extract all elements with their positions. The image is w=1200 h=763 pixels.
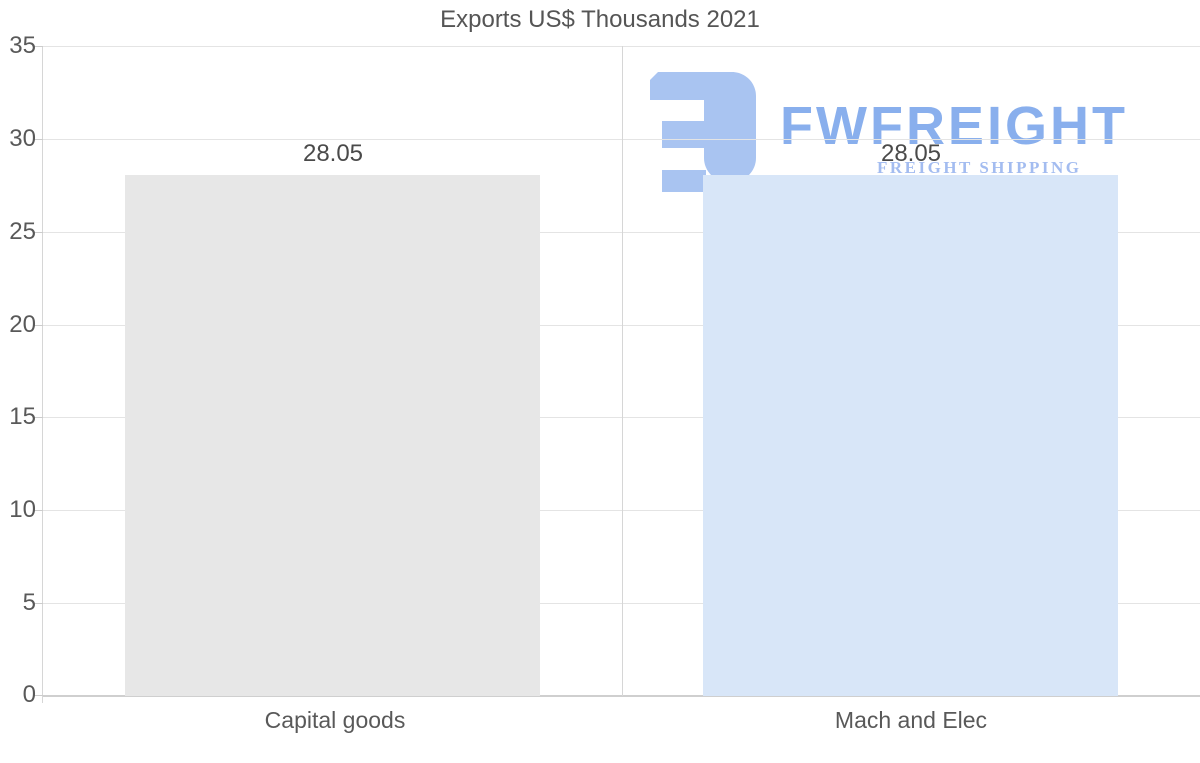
y-tick: [34, 417, 43, 418]
fwfreight-logo-icon: [650, 72, 756, 192]
gridline-25: [42, 232, 1200, 233]
y-tick: [34, 695, 43, 696]
y-tick: [34, 603, 43, 604]
y-tick: [34, 139, 43, 140]
chart-title: Exports US$ Thousands 2021: [440, 6, 760, 33]
watermark-brand-text: FWFREIGHT: [780, 96, 1128, 156]
value-label-capital-goods: 28.05: [302, 140, 364, 167]
y-axis-line: [42, 46, 43, 703]
gridline-10: [42, 510, 1200, 511]
gridline-5: [42, 603, 1200, 604]
y-tick-label: 15: [9, 403, 36, 430]
value-label-mach-and-elec: 28.05: [880, 140, 942, 167]
y-tick-label: 35: [9, 32, 36, 59]
watermark-tagline-text: FREIGHT SHIPPING: [877, 158, 1082, 177]
bar-mach-and-elec: [703, 175, 1118, 696]
gridline-15: [42, 417, 1200, 418]
y-tick-label: 30: [9, 125, 36, 152]
y-tick: [34, 325, 43, 326]
y-tick-label: 0: [22, 681, 36, 708]
y-tick-label: 25: [9, 218, 36, 245]
x-axis-line: [42, 695, 1200, 697]
y-tick: [34, 510, 43, 511]
gridline-30: [42, 139, 1200, 140]
category-divider-gridline: [622, 46, 623, 696]
x-label-mach-and-elec: Mach and Elec: [834, 707, 988, 733]
gridline-35: [42, 46, 1200, 47]
gridline-20: [42, 325, 1200, 326]
y-tick-label: 10: [9, 496, 36, 523]
y-tick-label: 5: [22, 589, 36, 616]
x-label-capital-goods: Capital goods: [264, 707, 406, 733]
y-tick: [34, 232, 43, 233]
bar-capital-goods: [125, 175, 540, 696]
y-tick: [34, 46, 43, 47]
y-tick-label: 20: [9, 311, 36, 338]
